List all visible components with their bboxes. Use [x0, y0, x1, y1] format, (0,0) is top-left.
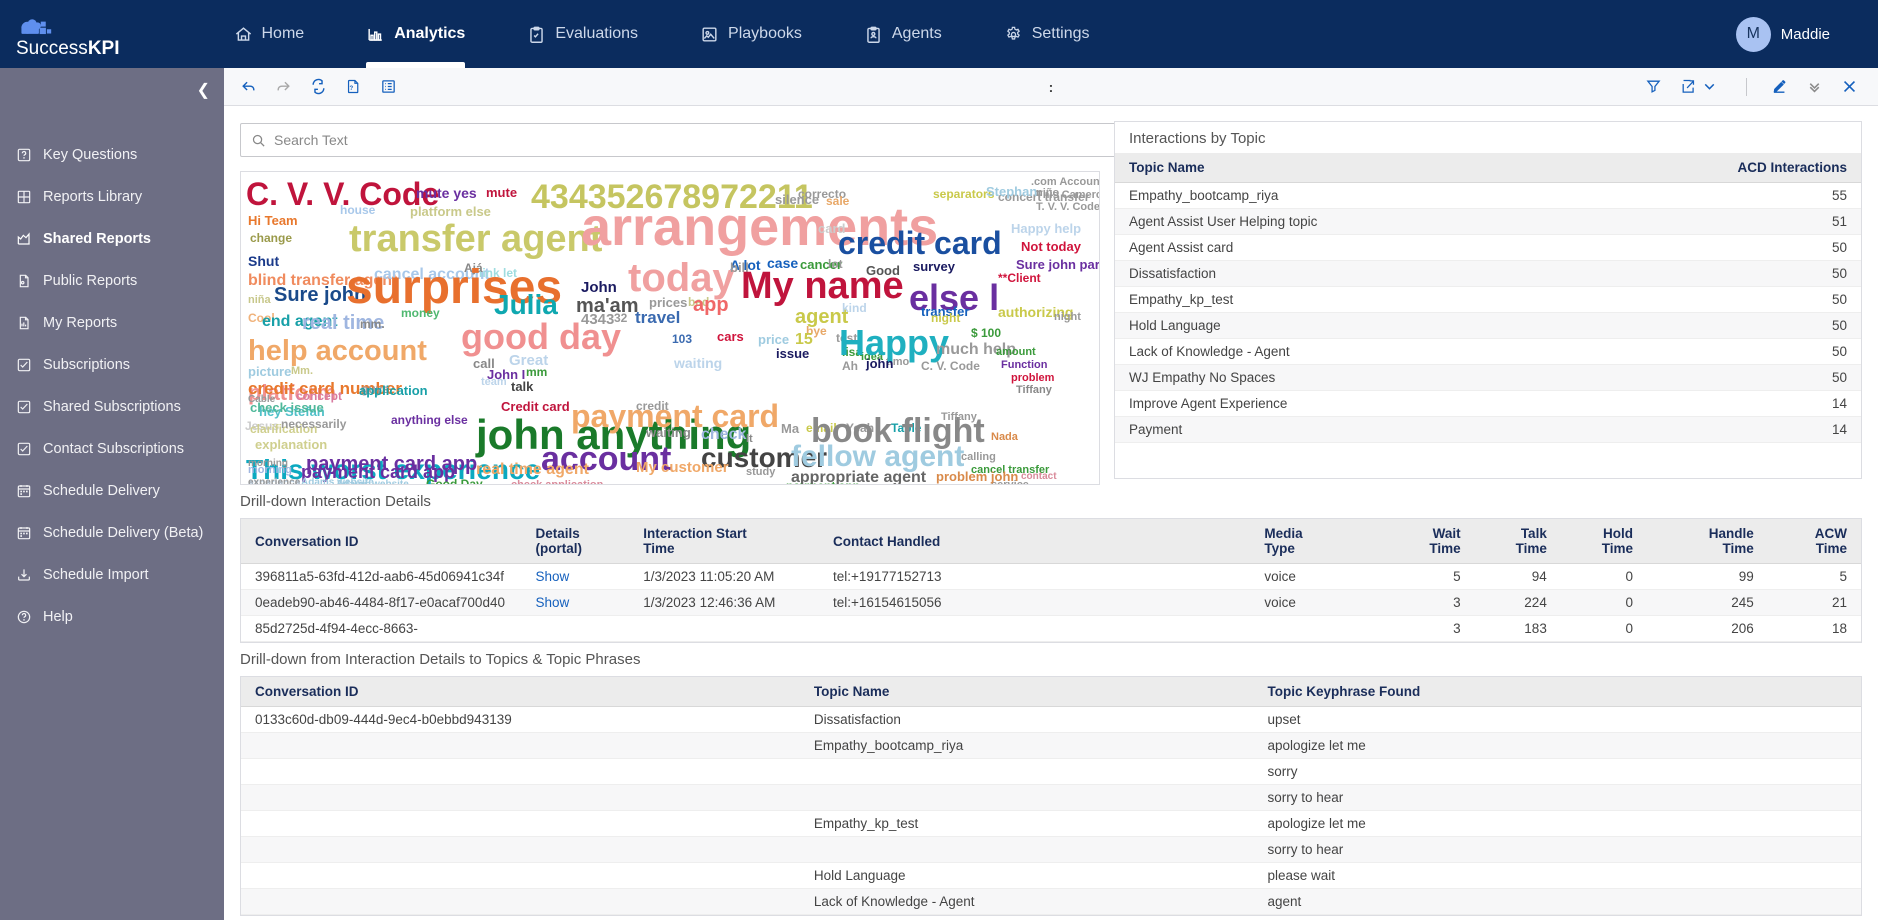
svg-text:?: ?: [349, 86, 353, 92]
